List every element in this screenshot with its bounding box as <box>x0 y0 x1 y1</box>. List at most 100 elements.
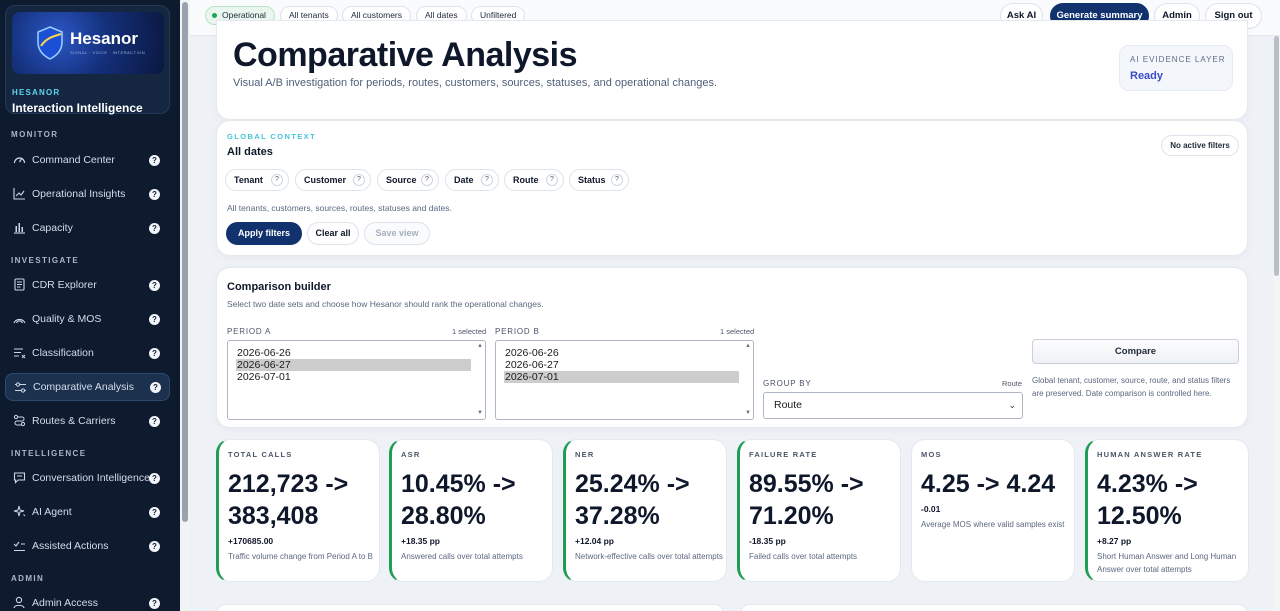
brand-name: Interaction Intelligence <box>12 101 143 115</box>
sidebar-item-label: Classification <box>32 347 94 359</box>
sidebar: Hesanor SIGNAL · VOICE · INTERACTION HES… <box>0 0 180 611</box>
compare-button[interactable]: Compare <box>1032 339 1239 364</box>
apply-filters-button[interactable]: Apply filters <box>226 222 302 245</box>
period-a-option[interactable]: 2026-06-26 <box>237 347 291 359</box>
period-b-listbox[interactable]: 2026-06-26 2026-06-27 2026-07-01 ▲ ▼ <box>495 340 754 420</box>
kpi-card-failure-rate: FAILURE RATE 89.55% -> 71.20% -18.35 pp … <box>737 439 901 582</box>
kpi-title: MOS <box>921 450 942 459</box>
filter-chip-tenant[interactable]: Tenant? <box>225 169 289 191</box>
help-icon[interactable]: ? <box>611 174 623 186</box>
comparison-note: Global tenant, customer, source, route, … <box>1032 376 1231 398</box>
period-a-listbox[interactable]: 2026-06-26 2026-06-27 2026-07-01 ▲ ▼ <box>227 340 486 420</box>
page-scrollbar[interactable] <box>1273 36 1280 611</box>
sidebar-item-operational-insights[interactable]: Operational Insights ? <box>5 180 170 208</box>
period-b-option[interactable]: 2026-06-26 <box>505 347 559 359</box>
section-title-monitor: MONITOR <box>11 130 59 139</box>
sidebar-item-admin-access[interactable]: Admin Access ? <box>5 589 170 611</box>
help-icon[interactable]: ? <box>149 313 160 325</box>
kpi-value: 89.55% -> 71.20% <box>749 470 864 530</box>
page-scrollbar-thumb[interactable] <box>1274 36 1279 276</box>
filter-chip-customer[interactable]: Customer? <box>295 169 371 191</box>
sidebar-item-capacity[interactable]: Capacity ? <box>5 214 170 242</box>
kpi-value: 4.23% -> 12.50% <box>1097 470 1198 530</box>
help-icon[interactable]: ? <box>149 506 160 518</box>
sidebar-item-ai-agent[interactable]: AI Agent ? <box>5 498 170 526</box>
sidebar-item-assisted-actions[interactable]: Assisted Actions ? <box>5 532 170 560</box>
period-b-option[interactable]: 2026-06-27 <box>505 359 559 371</box>
help-icon[interactable]: ? <box>150 381 161 393</box>
sidebar-item-label: Comparative Analysis <box>33 381 134 393</box>
help-icon[interactable]: ? <box>149 415 160 427</box>
kpi-delta: -0.01 <box>921 504 941 514</box>
sidebar-item-command-center[interactable]: Command Center ? <box>5 146 170 174</box>
sidebar-item-label: CDR Explorer <box>32 279 97 291</box>
help-icon[interactable]: ? <box>353 174 365 186</box>
help-icon[interactable]: ? <box>546 174 558 186</box>
kpi-description: Network-effective calls over total attem… <box>575 552 723 561</box>
kpi-value: 212,723 -> 383,408 <box>228 470 349 530</box>
active-filters-badge[interactable]: No active filters <box>1161 135 1239 156</box>
group-by-select[interactable]: Route ⌄ <box>763 392 1023 419</box>
help-icon[interactable]: ? <box>149 154 160 166</box>
filter-chip-route[interactable]: Route? <box>504 169 564 191</box>
ai-evidence-status: Ready <box>1130 70 1164 82</box>
help-icon[interactable]: ? <box>149 597 160 609</box>
help-icon[interactable]: ? <box>149 222 160 234</box>
global-context-kicker: GLOBAL CONTEXT <box>227 132 317 141</box>
help-icon[interactable]: ? <box>421 174 433 186</box>
kpi-card-mos: MOS 4.25 -> 4.24 -0.01 Average MOS where… <box>911 439 1075 582</box>
filter-chip-date[interactable]: Date? <box>445 169 499 191</box>
save-view-button[interactable]: Save view <box>364 222 430 245</box>
period-a-option-selected[interactable]: 2026-06-27 <box>236 359 471 371</box>
scroll-up-arrow-icon[interactable]: ▲ <box>477 343 483 349</box>
sidebar-item-cdr-explorer[interactable]: CDR Explorer ? <box>5 271 170 299</box>
sidebar-item-label: Conversation Intelligence <box>32 472 150 484</box>
kpi-card-ner: NER 25.24% -> 37.28% +12.04 pp Network-e… <box>563 439 727 582</box>
kpi-card-total-calls: TOTAL CALLS 212,723 -> 383,408 +170685.0… <box>216 439 380 582</box>
brand-logo[interactable]: Hesanor SIGNAL · VOICE · INTERACTION <box>12 12 164 74</box>
period-b-option-selected[interactable]: 2026-07-01 <box>504 371 739 383</box>
group-by-value: Route <box>774 399 803 411</box>
kpi-delta: +8.27 pp <box>1097 536 1132 546</box>
sidebar-item-conversation-intelligence[interactable]: Conversation Intelligence ? <box>5 464 170 492</box>
period-a-count: 1 selected <box>452 327 487 336</box>
sidebar-item-routes-carriers[interactable]: Routes & Carriers ? <box>5 407 170 435</box>
filter-chip-label: Date <box>454 175 474 185</box>
help-icon[interactable]: ? <box>149 279 160 291</box>
period-b-label: PERIOD B <box>495 327 540 336</box>
sidebar-scrollbar-thumb[interactable] <box>182 2 188 522</box>
scroll-down-arrow-icon[interactable]: ▼ <box>477 410 483 416</box>
filter-chip-source[interactable]: Source? <box>377 169 439 191</box>
kpi-description: Traffic volume change from Period A to B <box>228 552 373 561</box>
help-icon[interactable]: ? <box>149 347 160 359</box>
help-icon[interactable]: ? <box>149 472 160 484</box>
global-context-title: All dates <box>227 146 273 158</box>
period-a-option[interactable]: 2026-07-01 <box>237 371 291 383</box>
check-list-icon <box>13 541 25 552</box>
filter-chip-label: Route <box>513 175 539 185</box>
sidebar-item-comparative-analysis[interactable]: Comparative Analysis ? <box>5 373 170 401</box>
global-context-card: GLOBAL CONTEXT All dates No active filte… <box>216 120 1248 256</box>
hero-card: Comparative Analysis Visual A/B investig… <box>216 20 1248 120</box>
sparkle-icon <box>13 505 26 517</box>
filter-chip-label: Tenant <box>234 175 263 185</box>
help-icon[interactable]: ? <box>481 174 493 186</box>
lower-panel-left <box>216 604 724 611</box>
sidebar-item-quality-mos[interactable]: Quality & MOS ? <box>5 305 170 333</box>
scroll-up-arrow-icon[interactable]: ▲ <box>745 343 751 349</box>
sidebar-item-classification[interactable]: Classification ? <box>5 339 170 367</box>
section-title-intelligence: INTELLIGENCE <box>11 449 87 458</box>
filter-chip-status[interactable]: Status? <box>569 169 629 191</box>
help-icon[interactable]: ? <box>149 188 160 200</box>
kpi-title: ASR <box>401 450 421 459</box>
clear-all-button[interactable]: Clear all <box>307 222 359 245</box>
document-icon <box>14 278 25 291</box>
help-icon[interactable]: ? <box>271 174 283 186</box>
comparison-builder-card: Comparison builder Select two date sets … <box>216 267 1248 428</box>
help-icon[interactable]: ? <box>149 540 160 552</box>
sidebar-scrollbar[interactable] <box>180 0 190 611</box>
group-by-hint: Route <box>1002 379 1023 388</box>
user-icon <box>13 596 25 609</box>
scroll-down-arrow-icon[interactable]: ▼ <box>745 410 751 416</box>
kpi-delta: +170685.00 <box>228 536 274 546</box>
